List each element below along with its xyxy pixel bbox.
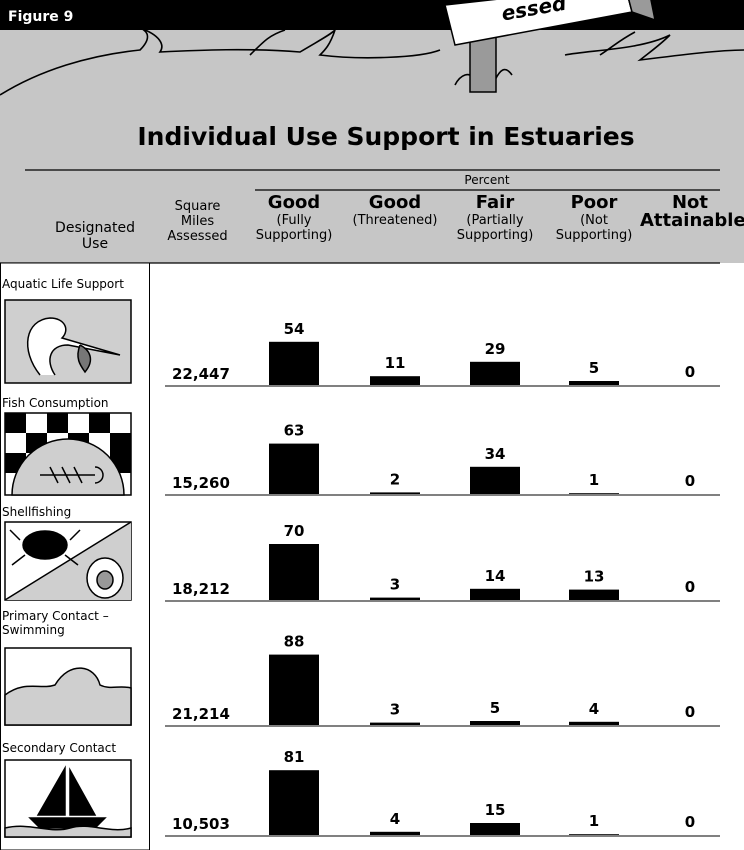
series-name: Good [267, 192, 321, 213]
value-label: 0 [685, 472, 695, 490]
value-label: 63 [284, 422, 305, 440]
fish [77, 344, 92, 374]
square-miles: 10,503 [172, 815, 230, 833]
plate [11, 438, 125, 496]
icons [4, 299, 132, 838]
category-label: Fish Consumption [2, 396, 109, 410]
square-miles: 18,212 [172, 580, 230, 598]
bar [269, 654, 319, 725]
value-label: 4 [589, 700, 599, 718]
bar [569, 493, 619, 494]
category-header: Designated Use [55, 220, 135, 253]
percent-header: Percent [464, 173, 509, 187]
value-label: 1 [589, 471, 599, 489]
sign-side [628, 0, 656, 22]
value-label: 3 [390, 576, 400, 594]
series-name: Good [368, 192, 422, 213]
chart-title: Individual Use Support in Estuaries [137, 122, 634, 151]
bar [370, 831, 420, 835]
square-miles: 15,260 [172, 474, 230, 492]
bar [370, 722, 420, 725]
value-label: 4 [390, 810, 400, 828]
value-label: 29 [485, 340, 506, 358]
sailboat [36, 765, 97, 816]
value-label: 1 [589, 812, 599, 830]
value-label: 0 [685, 813, 695, 831]
crab [22, 530, 68, 560]
category-label: Secondary Contact [2, 741, 117, 755]
series-name: Not Attainable [640, 192, 744, 231]
value-label: 5 [589, 359, 599, 377]
value-label: 2 [390, 470, 400, 488]
wave [4, 667, 132, 726]
bar [470, 721, 520, 725]
series-note: (Threatened) [352, 213, 438, 228]
value-label: 0 [685, 363, 695, 381]
header-background [0, 0, 744, 263]
value-label: 15 [485, 801, 506, 819]
value-label: 0 [685, 578, 695, 596]
value-label: 3 [390, 701, 400, 719]
value-label: 81 [284, 748, 305, 766]
category-label: Primary Contact – Swimming [2, 609, 109, 638]
bar [470, 361, 520, 385]
bar [370, 492, 420, 494]
grass [0, 27, 744, 96]
figure-label: Figure 9 [8, 9, 73, 25]
bar [269, 443, 319, 494]
bar [470, 588, 520, 600]
bar [569, 381, 619, 385]
fish-bones [40, 466, 104, 484]
bar [269, 544, 319, 600]
bar [569, 834, 619, 835]
value-label: 5 [490, 699, 500, 717]
heron [26, 317, 121, 376]
category-label: Shellfishing [2, 505, 72, 519]
value-label: 70 [284, 522, 305, 540]
series-note: (Partially Supporting) [456, 213, 534, 243]
value-label: 0 [685, 703, 695, 721]
category-label: Aquatic Life Support [2, 277, 124, 291]
bar [470, 466, 520, 494]
bar [269, 770, 319, 835]
bar [470, 823, 520, 835]
size-header: Square Miles Assessed [167, 199, 228, 244]
value-label: 54 [284, 320, 305, 338]
bar [370, 376, 420, 385]
value-label: 13 [584, 568, 605, 586]
value-label: 11 [385, 354, 406, 372]
bar [569, 721, 619, 725]
series-name: Fair [475, 192, 515, 213]
bar [569, 589, 619, 600]
bar [370, 597, 420, 600]
square-miles: 22,447 [172, 365, 230, 383]
series-name: Poor [570, 192, 618, 213]
series-note: (Not Supporting) [555, 213, 633, 243]
value-label: 88 [284, 633, 305, 651]
bar [269, 341, 319, 385]
value-label: 34 [485, 445, 506, 463]
square-miles: 21,214 [172, 705, 230, 723]
value-label: 14 [485, 567, 506, 585]
series-note: (Fully Supporting) [255, 213, 333, 243]
